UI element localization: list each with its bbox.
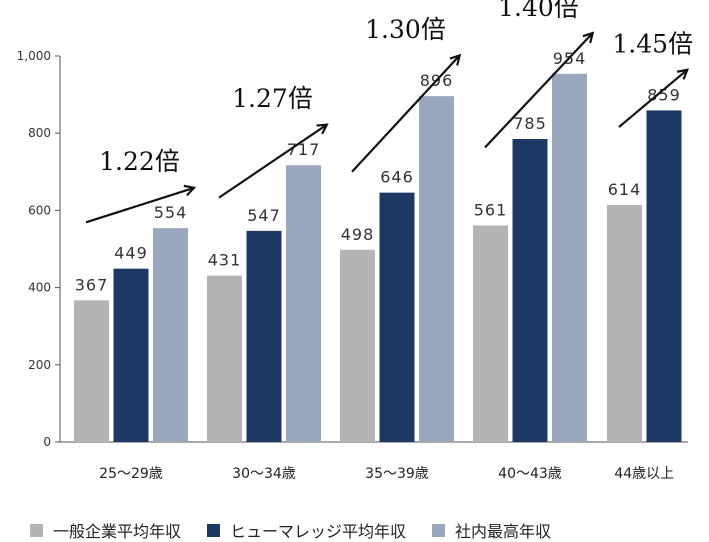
data-label: 498 (341, 225, 375, 244)
bar-chart: 0 200 400 600 800 1,000 367 449 554 25～29歳 1.22倍 43… (17, 0, 693, 482)
legend-label-highest: 社内最高年収 (455, 522, 552, 541)
legend-item-highest: 社内最高年収 (432, 518, 551, 542)
data-label: 367 (75, 275, 109, 294)
ratio-label: 1.22倍 (99, 147, 180, 176)
legend-label-general: 一般企業平均年収 (53, 522, 182, 541)
bar (379, 192, 415, 442)
bar (646, 110, 682, 443)
growth-arrow (484, 34, 592, 149)
data-label: 431 (208, 251, 242, 270)
x-tick-label: 44歳以上 (614, 466, 674, 482)
x-tick-label: 25～29歳 (99, 466, 163, 482)
legend-swatch-humalage (207, 523, 221, 537)
growth-arrow (618, 70, 687, 128)
growth-arrow (85, 188, 193, 224)
legend-swatch-highest (432, 523, 446, 537)
ratio-label: 1.45倍 (612, 29, 693, 58)
bar (512, 138, 548, 443)
data-label: 614 (608, 180, 642, 199)
legend-label-humalage: ヒューマレッジ平均年収 (230, 522, 407, 541)
bar (340, 249, 375, 442)
data-label: 646 (380, 168, 414, 187)
x-tick-label: 40～43歳 (498, 466, 562, 482)
growth-arrow (351, 56, 459, 173)
data-label: 547 (247, 206, 281, 225)
data-label: 859 (647, 85, 681, 104)
bar (153, 228, 188, 442)
data-label: 561 (474, 200, 508, 219)
bar (607, 204, 642, 442)
legend-swatch-general (30, 523, 43, 537)
ratio-label: 1.27倍 (232, 84, 313, 113)
y-tick-label: 800 (28, 126, 51, 140)
ratio-label: 1.40倍 (498, 0, 579, 22)
bar (552, 73, 587, 443)
bar (246, 230, 282, 442)
y-tick-label: 200 (28, 358, 51, 372)
y-tick-label: 400 (28, 281, 51, 295)
legend: 一般企業平均年収 ヒューマレッジ平均年収 社内最高年収 (30, 518, 551, 542)
bar (207, 275, 242, 442)
data-label: 449 (114, 244, 148, 263)
bar (473, 225, 508, 442)
data-label: 717 (287, 140, 321, 159)
growth-arrow (218, 125, 326, 199)
data-label: 785 (513, 114, 547, 133)
y-tick-label: 1,000 (17, 49, 51, 63)
data-label: 554 (154, 203, 188, 222)
bar (419, 96, 454, 443)
x-tick-label: 30～34歳 (232, 466, 296, 482)
ratio-label: 1.30倍 (365, 15, 446, 44)
bar (113, 268, 149, 442)
legend-item-humalage: ヒューマレッジ平均年収 (207, 518, 406, 542)
y-tick-label: 600 (28, 203, 51, 217)
bar (286, 165, 321, 442)
y-tick-label: 0 (43, 435, 51, 449)
x-tick-label: 35～39歳 (365, 466, 429, 482)
bar (74, 300, 109, 442)
legend-item-general: 一般企業平均年収 (30, 518, 181, 542)
